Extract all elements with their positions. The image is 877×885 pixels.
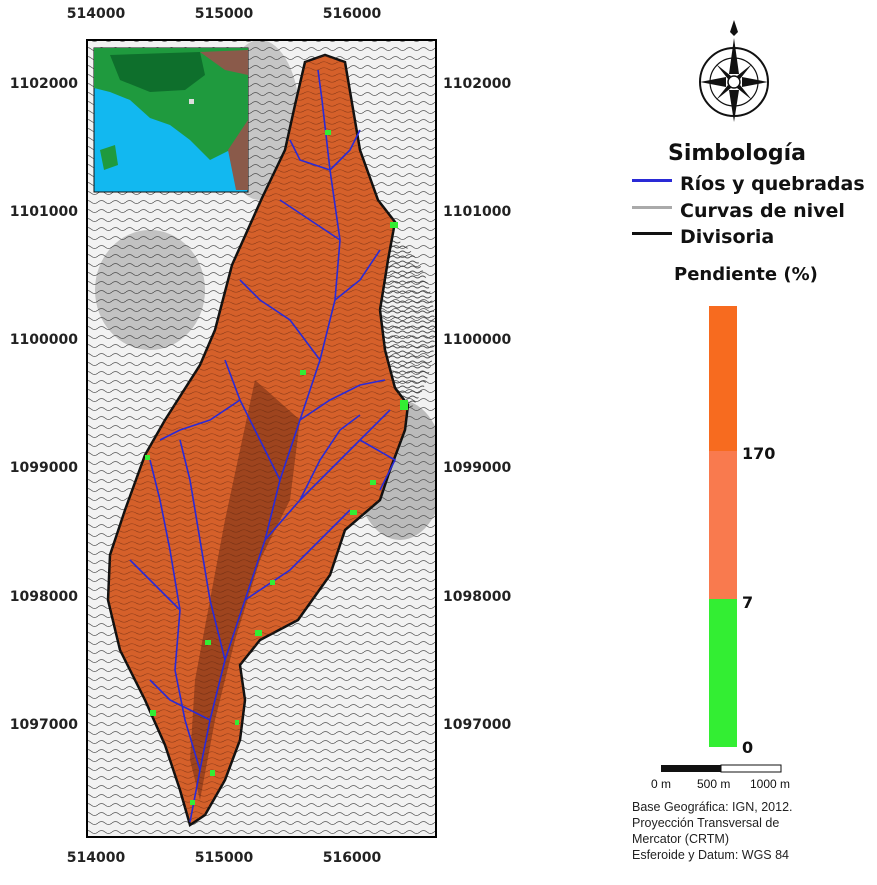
x-tick-top-3: 516000 <box>322 6 382 22</box>
valley-shade <box>190 380 300 800</box>
scale-bar <box>661 764 782 773</box>
y-tick-right-3: 1100000 <box>443 332 512 348</box>
slope-class-low <box>709 599 737 747</box>
y-tick-right-1: 1102000 <box>443 76 512 92</box>
slope-class-mid <box>709 451 737 599</box>
y-tick-left-6: 1097000 <box>9 717 78 733</box>
scale-label-0: 0 m <box>651 777 672 791</box>
x-tick-bottom-2: 515000 <box>194 850 254 866</box>
map-frame <box>86 39 437 838</box>
y-tick-left-4: 1099000 <box>9 460 78 476</box>
y-tick-right-6: 1097000 <box>443 717 512 733</box>
y-tick-left-2: 1101000 <box>9 204 78 220</box>
rivers <box>129 69 397 823</box>
y-tick-right-2: 1101000 <box>443 204 512 220</box>
y-tick-left-5: 1098000 <box>9 589 78 605</box>
legend-label: Ríos y quebradas <box>680 173 865 195</box>
river-line-icon <box>632 178 672 182</box>
y-tick-right-5: 1098000 <box>443 589 512 605</box>
scale-label-500: 500 m <box>697 777 731 791</box>
slope-class-high <box>709 306 737 451</box>
low-slope-patches <box>145 130 408 805</box>
x-tick-top-2: 515000 <box>194 6 254 22</box>
y-tick-left-1: 1102000 <box>9 76 78 92</box>
legend-label: Curvas de nivel <box>680 200 845 222</box>
hillshade-ridge-3 <box>95 230 205 350</box>
slope-label-170: 170 <box>742 444 776 463</box>
legend-item-divide: Divisoria <box>632 226 774 248</box>
credit-line: Mercator (CRTM) <box>632 832 729 846</box>
slope-label-0: 0 <box>742 738 754 757</box>
credit-line: Base Geográfica: IGN, 2012. <box>632 800 793 814</box>
credit-line: Proyección Transversal de <box>632 816 780 830</box>
y-tick-right-4: 1099000 <box>443 460 512 476</box>
legend-item-rivers: Ríos y quebradas <box>632 173 865 195</box>
legend-title: Simbología <box>668 141 806 166</box>
y-tick-left-3: 1100000 <box>9 332 78 348</box>
map-credits: Base Geográfica: IGN, 2012. Proyección T… <box>632 799 793 863</box>
x-tick-top-1: 514000 <box>66 6 126 22</box>
north-arrow <box>699 20 769 122</box>
slope-title: Pendiente (%) <box>674 264 818 285</box>
x-tick-bottom-1: 514000 <box>66 850 126 866</box>
slope-label-7: 7 <box>742 593 754 612</box>
divide-line-icon <box>632 231 672 235</box>
scale-label-1000: 1000 m <box>750 777 791 791</box>
legend-item-contours: Curvas de nivel <box>632 200 845 222</box>
x-tick-bottom-3: 516000 <box>322 850 382 866</box>
basin-contours <box>108 55 408 825</box>
credit-line: Esferoide y Datum: WGS 84 <box>632 848 790 862</box>
legend-label: Divisoria <box>680 226 775 248</box>
location-inset <box>93 47 249 193</box>
contour-line-icon <box>632 205 672 209</box>
